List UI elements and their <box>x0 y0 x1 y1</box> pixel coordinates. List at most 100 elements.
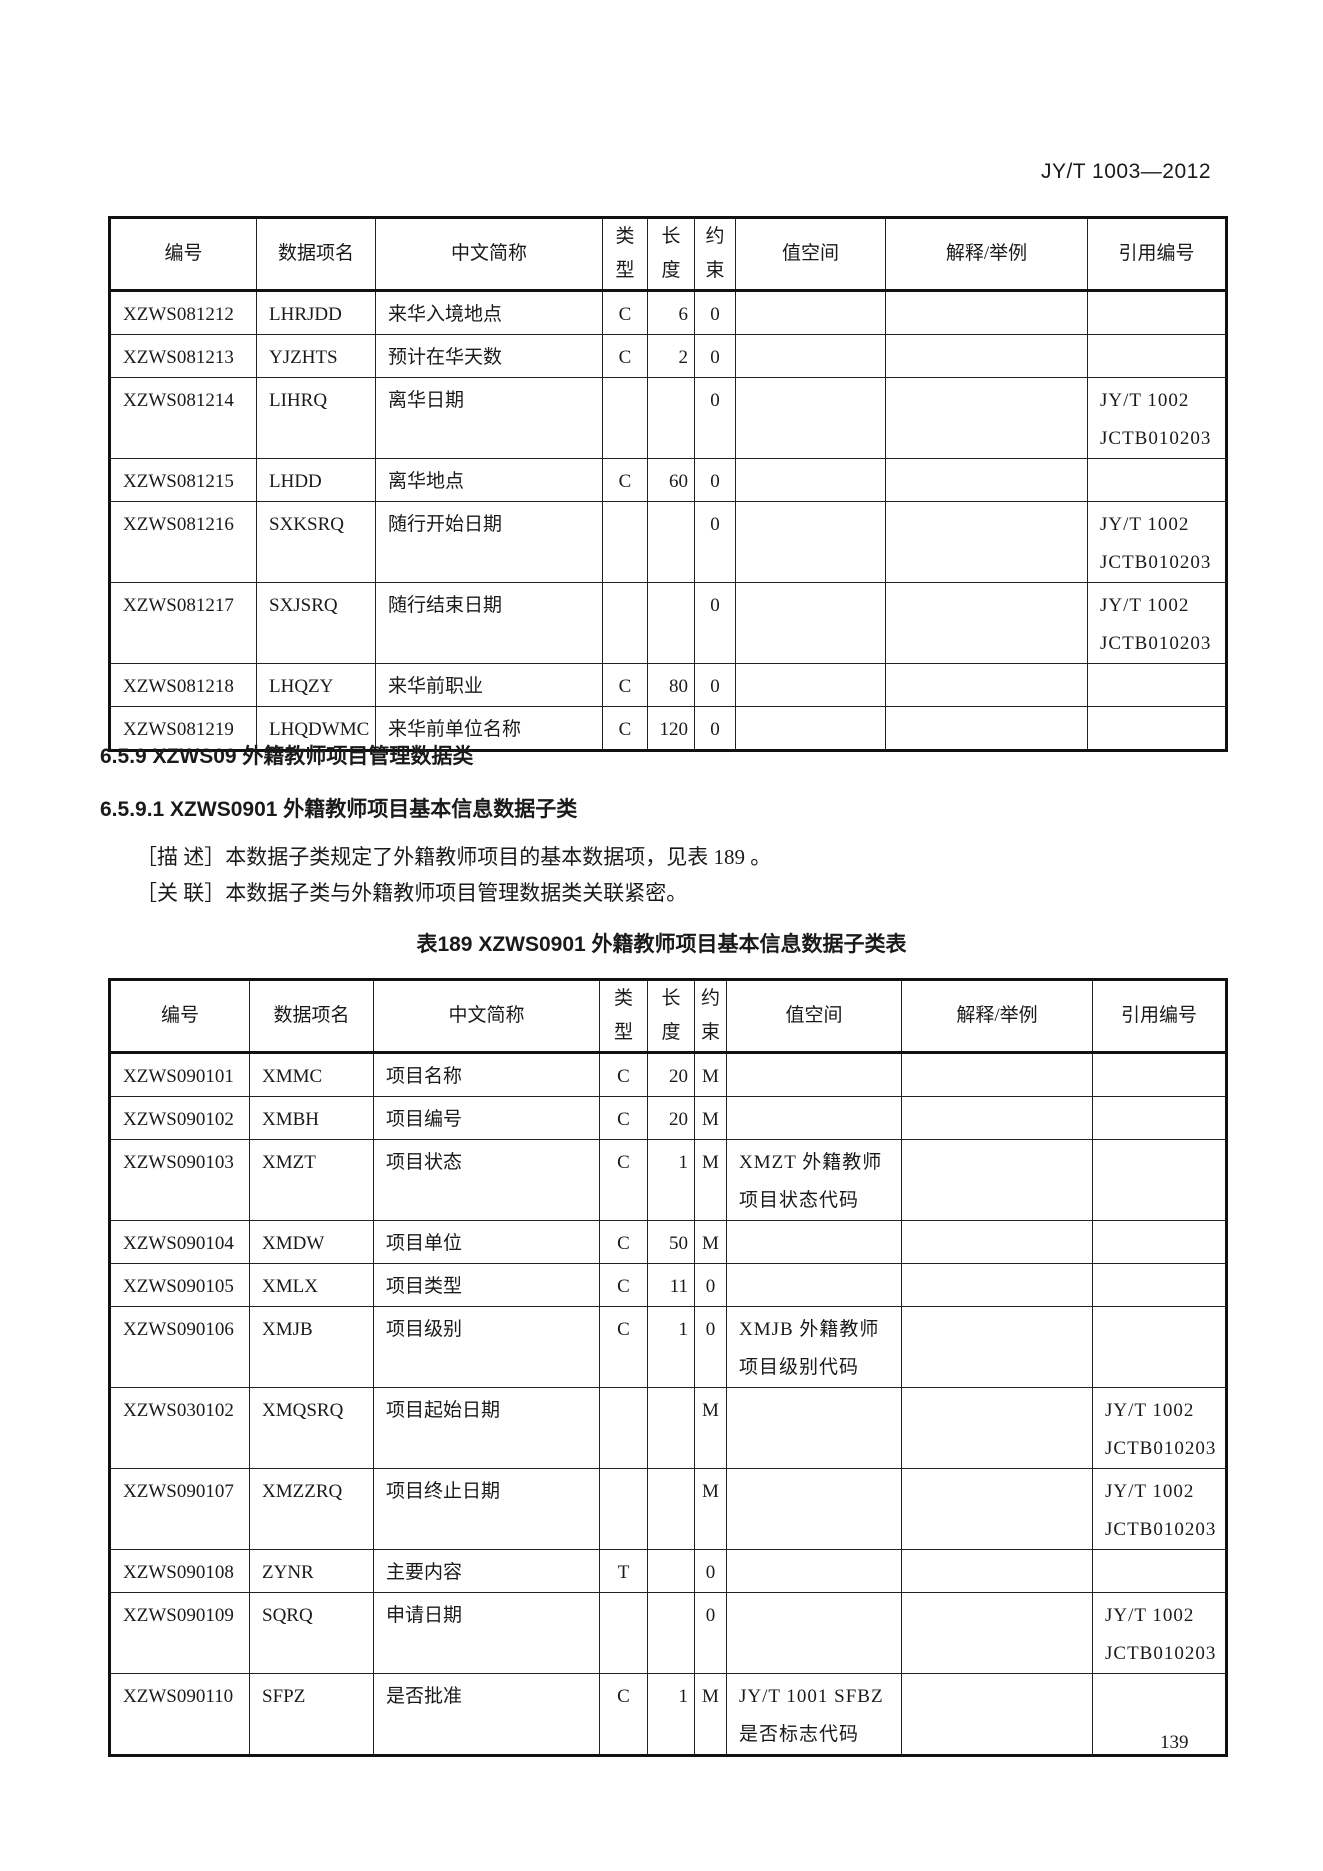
reference-cell: JY/T 1002 JCTB010203 <box>1087 377 1227 459</box>
type-cell <box>599 1468 648 1550</box>
reference-cell <box>1092 1306 1227 1388</box>
column-header: 长 度 <box>647 979 695 1053</box>
type-cell: C <box>602 663 648 707</box>
id-cell: XZWS090109 <box>109 1592 250 1674</box>
constraint-cell: M <box>694 1052 727 1097</box>
value-space-cell: XMZT 外籍教师 项目状态代码 <box>726 1139 902 1221</box>
constraint-cell: 0 <box>694 290 736 335</box>
column-header: 类 型 <box>599 979 648 1053</box>
column-header: 中文简称 <box>375 217 603 291</box>
item-name-cell: LIHRQ <box>256 377 376 459</box>
value-space-cell <box>735 377 886 459</box>
length-cell: 50 <box>647 1220 695 1264</box>
column-header: 解释/举例 <box>901 979 1093 1053</box>
value-space-cell <box>735 458 886 502</box>
length-cell: 2 <box>647 334 695 378</box>
item-name-cell: XMZT <box>249 1139 374 1221</box>
id-cell: XZWS090101 <box>109 1052 250 1097</box>
table-row: XZWS081217 SXJSRQ 随行结束日期 0 JY/T 1002 JCTB010… <box>109 582 1227 664</box>
table-row: XZWS090101 XMMC 项目名称 C 20 M <box>109 1052 1227 1097</box>
explanation-cell <box>901 1096 1093 1140</box>
reference-cell <box>1092 1096 1227 1140</box>
explanation-cell <box>885 334 1088 378</box>
reference-cell: JY/T 1002 JCTB010203 <box>1092 1592 1227 1674</box>
type-cell: C <box>599 1052 648 1097</box>
table-row: XZWS081218 LHQZY 来华前职业 C 80 0 <box>109 663 1227 707</box>
column-header: 引用编号 <box>1092 979 1227 1053</box>
length-cell <box>647 377 695 459</box>
item-name-cell: LHRJDD <box>256 290 376 335</box>
reference-cell <box>1087 290 1227 335</box>
type-cell: C <box>599 1096 648 1140</box>
reference-cell <box>1087 706 1227 751</box>
reference-cell: JY/T 1002 JCTB010203 <box>1087 501 1227 583</box>
column-header: 长 度 <box>647 217 695 291</box>
explanation-cell <box>885 582 1088 664</box>
explanation-cell <box>901 1306 1093 1388</box>
chinese-name-cell: 项目类型 <box>373 1263 600 1307</box>
id-cell: XZWS090106 <box>109 1306 250 1388</box>
value-space-cell <box>735 582 886 664</box>
chinese-name-cell: 随行结束日期 <box>375 582 603 664</box>
reference-cell <box>1087 663 1227 707</box>
value-space-cell: XMJB 外籍教师 项目级别代码 <box>726 1306 902 1388</box>
explanation-cell <box>901 1673 1093 1756</box>
chinese-name-cell: 项目编号 <box>373 1096 600 1140</box>
chinese-name-cell: 是否批准 <box>373 1673 600 1756</box>
column-header: 引用编号 <box>1087 217 1227 291</box>
type-cell: C <box>602 706 648 751</box>
id-cell: XZWS090102 <box>109 1096 250 1140</box>
reference-cell <box>1092 1549 1227 1593</box>
header-row: 编号 数据项名 中文简称类 型长 度约 束值空间 解释/举例 引用编号 <box>109 979 1227 1053</box>
column-header: 数据项名 <box>249 979 374 1053</box>
value-space-cell <box>726 1387 902 1469</box>
value-space-cell <box>726 1468 902 1550</box>
length-cell: 20 <box>647 1052 695 1097</box>
constraint-cell: 0 <box>694 1592 727 1674</box>
explanation-cell <box>885 458 1088 502</box>
constraint-cell: 0 <box>694 1263 727 1307</box>
constraint-cell: M <box>694 1096 727 1140</box>
explanation-cell <box>901 1220 1093 1264</box>
page-number: 139 <box>1160 1732 1189 1753</box>
length-cell: 1 <box>647 1139 695 1221</box>
section-heading-6-5-9-1: 6.5.9.1 XZWS0901 外籍教师项目基本信息数据子类 <box>100 798 578 821</box>
type-cell <box>599 1387 648 1469</box>
id-cell: XZWS081212 <box>109 290 257 335</box>
constraint-cell: M <box>694 1468 727 1550</box>
value-space-cell <box>726 1549 902 1593</box>
column-header: 中文简称 <box>373 979 600 1053</box>
chinese-name-cell: 来华前职业 <box>375 663 603 707</box>
chinese-name-cell: 项目名称 <box>373 1052 600 1097</box>
table-row: XZWS030102 XMQSRQ 项目起始日期 M JY/T 1002 JCTB010… <box>109 1387 1227 1469</box>
table-row: XZWS090104 XMDW 项目单位 C 50 M <box>109 1220 1227 1264</box>
length-cell: 60 <box>647 458 695 502</box>
id-cell: XZWS081218 <box>109 663 257 707</box>
item-name-cell: ZYNR <box>249 1549 374 1593</box>
constraint-cell: 0 <box>694 663 736 707</box>
table-row: XZWS081214 LIHRQ 离华日期 0 JY/T 1002 JCTB010203 <box>109 377 1227 459</box>
chinese-name-cell: 主要内容 <box>373 1549 600 1593</box>
chinese-name-cell: 项目级别 <box>373 1306 600 1388</box>
type-cell <box>599 1592 648 1674</box>
id-cell: XZWS090110 <box>109 1673 250 1756</box>
length-cell: 1 <box>647 1673 695 1756</box>
length-cell: 1 <box>647 1306 695 1388</box>
chinese-name-cell: 项目终止日期 <box>373 1468 600 1550</box>
value-space-cell <box>726 1592 902 1674</box>
table-row: XZWS090105 XMLX 项目类型 C 11 0 <box>109 1263 1227 1307</box>
item-name-cell: XMJB <box>249 1306 374 1388</box>
reference-cell <box>1092 1052 1227 1097</box>
explanation-cell <box>901 1052 1093 1097</box>
type-cell: C <box>602 334 648 378</box>
item-name-cell: XMZZRQ <box>249 1468 374 1550</box>
id-cell: XZWS081213 <box>109 334 257 378</box>
length-cell <box>647 1592 695 1674</box>
description-paragraph: ［描 述］本数据子类规定了外籍教师项目的基本数据项，见表 189 。 <box>136 845 772 869</box>
reference-cell: JY/T 1002 JCTB010203 <box>1092 1468 1227 1550</box>
chinese-name-cell: 项目起始日期 <box>373 1387 600 1469</box>
type-cell <box>602 501 648 583</box>
value-space-cell <box>735 501 886 583</box>
item-name-cell: XMMC <box>249 1052 374 1097</box>
chinese-name-cell: 随行开始日期 <box>375 501 603 583</box>
